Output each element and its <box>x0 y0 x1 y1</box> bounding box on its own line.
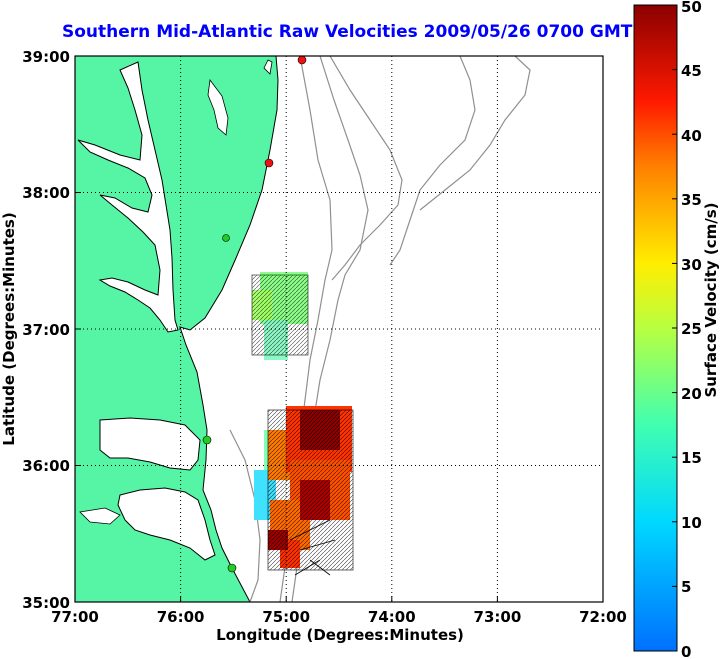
station-marker-red <box>297 56 307 65</box>
map-grid <box>75 56 603 602</box>
colorbar-tick-label: 5 <box>681 578 691 596</box>
x-tick-label: 75:00 <box>262 608 310 626</box>
colorbar-tick-label: 40 <box>681 127 702 145</box>
colorbar-label: Surface Velocity (cm/s) <box>702 202 720 397</box>
colorbar-tick-label: 30 <box>681 256 702 274</box>
y-axis-label: Latitude (Degrees:Minutes) <box>0 212 18 445</box>
colorbar-tick-label: 35 <box>681 191 702 209</box>
delmarva-lagoon <box>263 59 273 75</box>
y-tick-label: 37:00 <box>22 321 70 339</box>
x-tick-label: 74:00 <box>368 608 416 626</box>
y-tick-label: 38:00 <box>22 184 70 202</box>
colorbar <box>633 4 678 652</box>
x-tick-label: 76:00 <box>157 608 205 626</box>
colorbar-tick-label: 25 <box>681 320 702 338</box>
axis-tick-marks <box>74 55 498 602</box>
pamlico-inlet <box>79 507 121 525</box>
colorbar-tick-label: 10 <box>681 514 702 532</box>
albemarle-sound <box>99 417 201 471</box>
colorbar-tick-marks <box>672 4 677 587</box>
colorbar-tick-label: 20 <box>681 385 702 403</box>
y-tick-label: 36:00 <box>22 457 70 475</box>
river-inlet <box>207 78 229 136</box>
station-marker-red <box>264 158 274 168</box>
y-tick-label: 35:00 <box>22 594 70 612</box>
station-marker-green <box>222 234 230 242</box>
station-marker-green <box>227 563 237 573</box>
x-tick-label: 77:00 <box>51 608 99 626</box>
colorbar-tick-label: 15 <box>681 449 702 467</box>
colorbar-tick-label: 50 <box>681 0 702 16</box>
y-tick-label: 39:00 <box>22 48 70 66</box>
colorbar-tick-label: 0 <box>681 643 691 659</box>
x-tick-label: 72:00 <box>579 608 627 626</box>
x-tick-label: 73:00 <box>474 608 522 626</box>
x-axis-label: Longitude (Degrees:Minutes) <box>216 626 464 644</box>
colorbar-tick-label: 45 <box>681 62 702 80</box>
velocity-vectors <box>251 274 354 576</box>
pamlico-sound <box>117 487 216 561</box>
map-title: Southern Mid-Atlantic Raw Velocities 200… <box>62 22 633 42</box>
station-marker-green <box>202 435 212 445</box>
chesapeake-bay <box>77 61 179 333</box>
